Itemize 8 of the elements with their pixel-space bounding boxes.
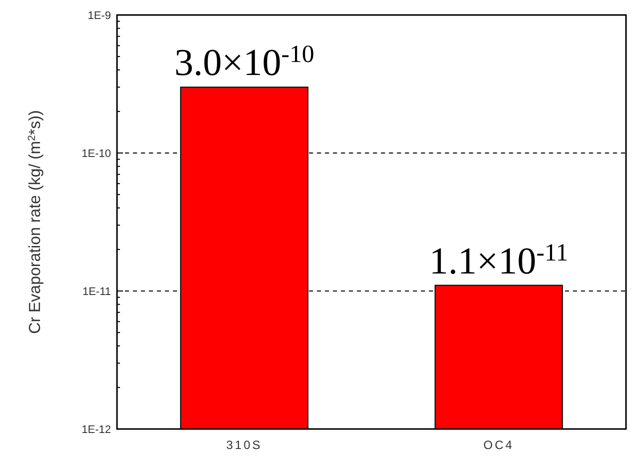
y-tick-label: 1E-12 (82, 424, 111, 436)
x-tick-label: OC4 (483, 438, 514, 452)
data-label: 3.0×10$^{-10}$ (174, 40, 314, 84)
y-tick-label: 1E-9 (88, 10, 111, 22)
x-tick-label: 310S (226, 438, 262, 452)
y-tick-label: 1E-10 (82, 148, 111, 160)
y-tick-label: 1E-11 (82, 286, 111, 298)
data-label: 1.1×10$^{-11}$ (429, 238, 568, 282)
